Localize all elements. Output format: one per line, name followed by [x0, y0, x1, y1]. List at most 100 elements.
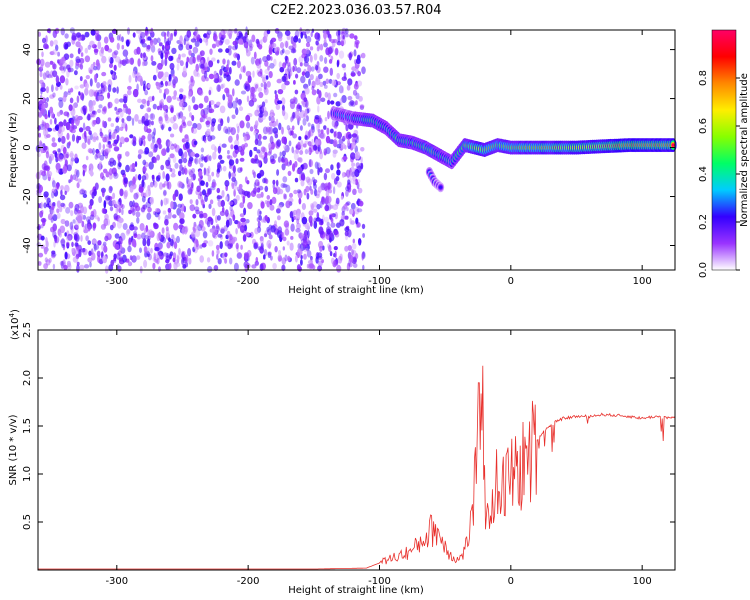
- noise-cell: [78, 91, 81, 96]
- noise-cell: [310, 66, 315, 72]
- noise-cell: [51, 191, 55, 199]
- noise-cell: [140, 52, 143, 59]
- noise-cell: [71, 247, 75, 253]
- noise-cell: [239, 120, 245, 129]
- noise-cell: [225, 196, 229, 201]
- noise-cell: [60, 238, 66, 247]
- noise-cell: [109, 63, 113, 69]
- noise-cell: [76, 135, 80, 144]
- noise-cell: [319, 132, 325, 139]
- noise-cell: [185, 43, 191, 51]
- noise-cell: [116, 220, 122, 229]
- noise-cell: [245, 80, 250, 87]
- noise-cell: [268, 243, 271, 250]
- noise-cell: [69, 59, 74, 68]
- noise-cell: [346, 84, 351, 91]
- noise-cell: [59, 65, 65, 71]
- noise-cell: [315, 138, 319, 146]
- noise-cell: [281, 163, 286, 171]
- noise-cell: [245, 114, 251, 122]
- noise-cell: [187, 188, 192, 196]
- noise-cell: [243, 41, 249, 49]
- noise-cell: [95, 59, 100, 67]
- noise-cell: [87, 113, 91, 121]
- noise-cell: [336, 59, 340, 68]
- noise-cell: [200, 180, 205, 186]
- noise-cell: [52, 92, 56, 98]
- x-tick-label: -100: [368, 276, 391, 287]
- noise-cell: [269, 135, 274, 144]
- noise-cell: [102, 144, 106, 150]
- noise-cell: [68, 141, 71, 146]
- noise-cell: [336, 41, 342, 46]
- noise-cell: [257, 220, 261, 229]
- noise-cell: [141, 232, 146, 240]
- noise-cell: [207, 188, 212, 195]
- noise-cell: [309, 46, 314, 51]
- noise-cell: [202, 189, 206, 196]
- noise-cell: [360, 147, 365, 152]
- noise-cell: [184, 141, 190, 149]
- noise-cell: [344, 231, 349, 237]
- noise-cell: [255, 256, 259, 263]
- colorbar-tick-label: 0.8: [698, 70, 709, 86]
- noise-cell: [300, 255, 303, 260]
- noise-cell: [165, 173, 170, 182]
- noise-cell: [42, 97, 45, 102]
- noise-cell: [147, 133, 152, 142]
- noise-cell: [109, 186, 113, 192]
- noise-cell: [287, 255, 291, 262]
- noise-cell: [146, 212, 152, 220]
- noise-cell: [138, 149, 144, 155]
- noise-cell: [191, 96, 196, 104]
- noise-cell: [207, 240, 214, 247]
- noise-cell: [60, 189, 63, 196]
- noise-cell: [191, 168, 196, 174]
- noise-cell: [73, 232, 78, 237]
- noise-cell: [228, 201, 234, 206]
- noise-cell: [260, 238, 264, 245]
- noise-cell: [189, 204, 195, 212]
- noise-cell: [71, 241, 74, 248]
- noise-cell: [166, 181, 170, 189]
- noise-cell: [278, 35, 283, 42]
- noise-cell: [88, 89, 94, 97]
- noise-cell: [238, 106, 244, 112]
- noise-cell: [155, 208, 161, 213]
- noise-cell: [259, 210, 262, 215]
- noise-cell: [150, 31, 155, 38]
- noise-cell: [113, 50, 119, 56]
- noise-cell: [219, 241, 223, 250]
- noise-cell: [55, 75, 60, 84]
- noise-cell: [141, 61, 146, 67]
- noise-cell: [40, 108, 45, 115]
- noise-cell: [72, 103, 75, 112]
- noise-cell: [105, 195, 111, 201]
- noise-cell: [193, 221, 197, 227]
- noise-cell: [159, 244, 163, 249]
- noise-cell: [57, 154, 64, 162]
- noise-cell: [161, 44, 165, 51]
- noise-cell: [303, 97, 308, 103]
- noise-cell: [203, 62, 208, 71]
- noise-cell: [178, 193, 183, 201]
- noise-cell: [281, 264, 286, 272]
- noise-cell: [293, 80, 296, 85]
- noise-cell: [224, 252, 228, 258]
- noise-cell: [57, 137, 62, 143]
- noise-cell: [345, 33, 349, 38]
- noise-cell: [165, 41, 169, 46]
- noise-cell: [103, 222, 107, 229]
- noise-cell: [281, 126, 284, 135]
- noise-cell: [157, 175, 161, 180]
- noise-cell: [347, 245, 352, 251]
- noise-cell: [211, 43, 217, 49]
- noise-cell: [260, 39, 263, 46]
- noise-cell: [164, 88, 170, 95]
- noise-cell: [44, 257, 48, 263]
- noise-cell: [286, 240, 290, 246]
- noise-cell: [339, 98, 343, 106]
- noise-cell: [278, 61, 282, 68]
- noise-cell: [38, 252, 44, 258]
- noise-cell: [104, 44, 110, 52]
